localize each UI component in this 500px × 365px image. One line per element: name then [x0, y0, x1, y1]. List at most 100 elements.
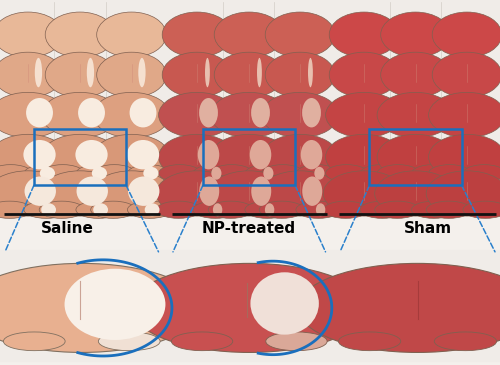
- Ellipse shape: [208, 171, 290, 216]
- Bar: [0, 0, 500, 214]
- Ellipse shape: [377, 134, 454, 180]
- Ellipse shape: [45, 52, 115, 97]
- Text: Sham: Sham: [404, 220, 452, 236]
- Ellipse shape: [426, 201, 471, 218]
- Ellipse shape: [193, 201, 238, 218]
- Ellipse shape: [24, 201, 69, 218]
- Ellipse shape: [210, 165, 253, 182]
- Ellipse shape: [262, 92, 338, 138]
- Ellipse shape: [128, 201, 172, 218]
- Text: NP-treated: NP-treated: [202, 220, 296, 236]
- Ellipse shape: [35, 58, 42, 87]
- Ellipse shape: [380, 52, 450, 97]
- Ellipse shape: [144, 203, 160, 216]
- Ellipse shape: [199, 177, 219, 206]
- Ellipse shape: [213, 203, 222, 216]
- Ellipse shape: [24, 165, 66, 182]
- Ellipse shape: [301, 140, 322, 169]
- Ellipse shape: [42, 92, 118, 138]
- Ellipse shape: [298, 264, 500, 353]
- Ellipse shape: [92, 167, 107, 180]
- Ellipse shape: [0, 52, 63, 97]
- Ellipse shape: [128, 177, 160, 206]
- Ellipse shape: [210, 134, 288, 180]
- Ellipse shape: [78, 98, 105, 127]
- Ellipse shape: [132, 264, 367, 353]
- Ellipse shape: [0, 12, 63, 57]
- Ellipse shape: [128, 165, 170, 182]
- Bar: [370, 128, 462, 185]
- Ellipse shape: [323, 201, 368, 218]
- Ellipse shape: [377, 92, 454, 138]
- Ellipse shape: [377, 165, 420, 182]
- Ellipse shape: [428, 92, 500, 138]
- Ellipse shape: [323, 171, 405, 216]
- Ellipse shape: [245, 201, 290, 218]
- Ellipse shape: [162, 52, 232, 97]
- Ellipse shape: [90, 201, 136, 218]
- Ellipse shape: [412, 201, 457, 218]
- Ellipse shape: [76, 140, 108, 169]
- Ellipse shape: [432, 52, 500, 97]
- Ellipse shape: [130, 98, 156, 127]
- Ellipse shape: [93, 165, 136, 182]
- Ellipse shape: [210, 92, 288, 138]
- Ellipse shape: [76, 165, 118, 182]
- Ellipse shape: [360, 165, 403, 182]
- Ellipse shape: [214, 52, 284, 97]
- Ellipse shape: [76, 177, 108, 206]
- Ellipse shape: [314, 167, 324, 180]
- Ellipse shape: [259, 171, 341, 216]
- Ellipse shape: [412, 165, 454, 182]
- Ellipse shape: [26, 98, 53, 127]
- Ellipse shape: [265, 203, 274, 216]
- Ellipse shape: [93, 134, 170, 180]
- Ellipse shape: [39, 201, 84, 218]
- Ellipse shape: [262, 165, 304, 182]
- Ellipse shape: [316, 203, 326, 216]
- Ellipse shape: [172, 332, 232, 351]
- Text: Saline: Saline: [41, 220, 94, 236]
- Ellipse shape: [24, 140, 56, 169]
- Bar: [0, 250, 500, 361]
- Ellipse shape: [308, 58, 313, 87]
- Ellipse shape: [266, 332, 327, 351]
- Ellipse shape: [251, 98, 270, 127]
- Ellipse shape: [98, 332, 160, 351]
- Bar: [34, 128, 126, 185]
- Ellipse shape: [90, 171, 172, 216]
- Ellipse shape: [380, 12, 450, 57]
- Ellipse shape: [250, 140, 272, 169]
- Ellipse shape: [265, 12, 335, 57]
- Ellipse shape: [302, 98, 321, 127]
- Ellipse shape: [39, 171, 121, 216]
- Ellipse shape: [326, 92, 402, 138]
- Ellipse shape: [264, 167, 274, 180]
- Ellipse shape: [156, 171, 238, 216]
- Ellipse shape: [428, 165, 471, 182]
- Ellipse shape: [250, 272, 319, 335]
- Ellipse shape: [326, 134, 402, 180]
- Ellipse shape: [296, 201, 341, 218]
- Ellipse shape: [434, 332, 496, 351]
- Ellipse shape: [93, 92, 170, 138]
- Ellipse shape: [251, 177, 271, 206]
- Ellipse shape: [245, 165, 288, 182]
- Ellipse shape: [0, 171, 69, 216]
- Ellipse shape: [87, 58, 94, 87]
- Ellipse shape: [326, 165, 368, 182]
- Ellipse shape: [96, 12, 166, 57]
- Ellipse shape: [0, 165, 32, 182]
- Ellipse shape: [158, 92, 236, 138]
- Ellipse shape: [158, 165, 201, 182]
- Ellipse shape: [162, 12, 232, 57]
- Ellipse shape: [0, 201, 32, 218]
- Ellipse shape: [127, 140, 159, 169]
- Ellipse shape: [42, 165, 84, 182]
- Ellipse shape: [463, 165, 500, 182]
- Ellipse shape: [329, 52, 399, 97]
- Ellipse shape: [144, 167, 158, 180]
- Ellipse shape: [199, 98, 218, 127]
- Ellipse shape: [257, 58, 262, 87]
- Ellipse shape: [296, 165, 339, 182]
